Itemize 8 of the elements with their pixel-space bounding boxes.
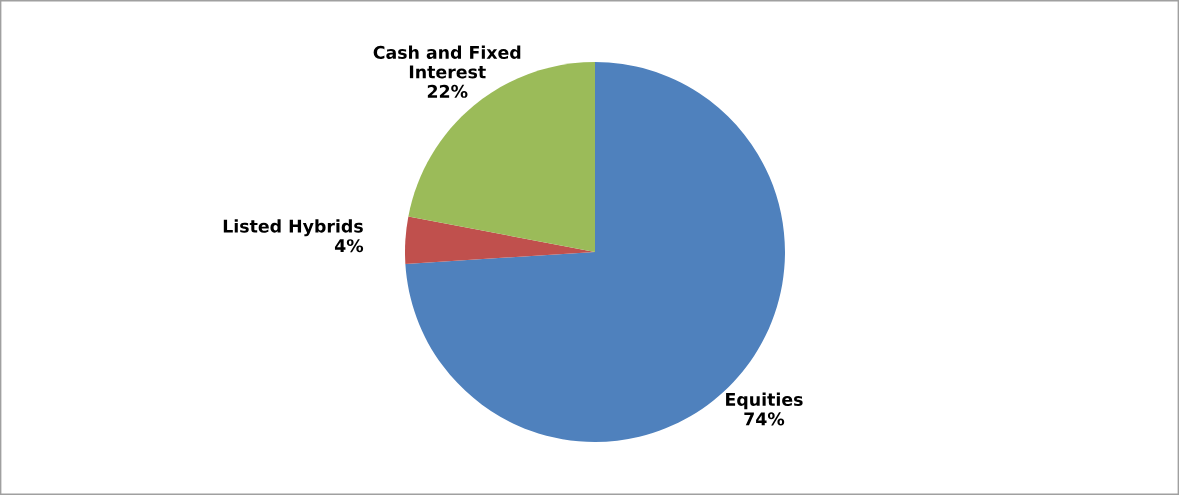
slice-label: Listed Hybrids [223, 219, 363, 237]
slice-label: Cash and Fixed Interest [373, 45, 521, 79]
data-label: 74% [744, 412, 785, 426]
data-label: 4% [334, 239, 364, 253]
pie-slice [408, 62, 595, 252]
pie-slice [405, 216, 595, 264]
slice-label: Equities [726, 392, 803, 410]
data-label: 22% [427, 84, 468, 98]
